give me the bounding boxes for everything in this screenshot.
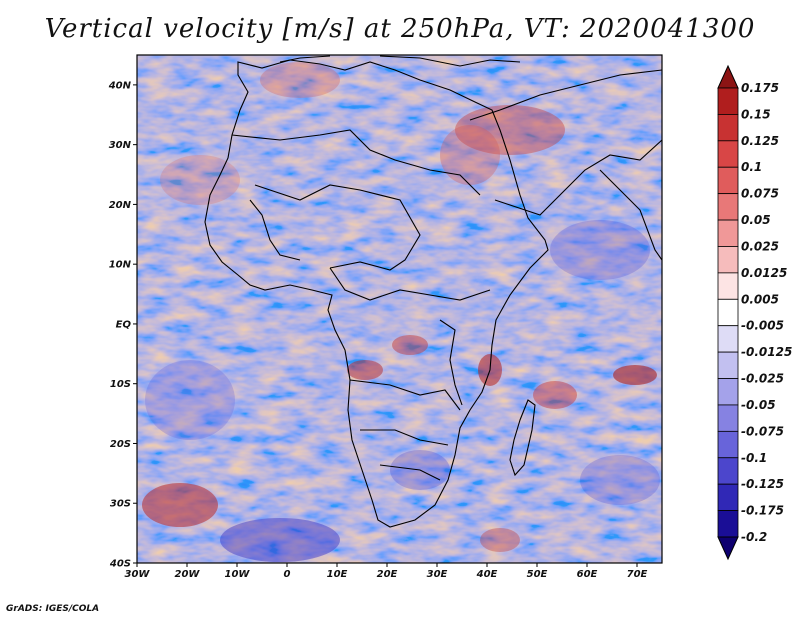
colorbar-label: -0.025 xyxy=(741,372,784,386)
colorbar: 0.175 0.15 0.125 0.1 0.075 0.05 0.025 0.0125 0.0… xyxy=(717,64,792,561)
plot-frame xyxy=(136,54,663,564)
colorbar-label: 0.15 xyxy=(741,107,771,121)
colorbar-label: 0.005 xyxy=(741,292,779,306)
colorbar-segment xyxy=(717,404,739,432)
colorbar-segment xyxy=(717,430,739,459)
colorbar-segment xyxy=(717,457,739,485)
colorbar-segment xyxy=(717,351,739,379)
grads-credit: GrADS: IGES/COLA xyxy=(6,604,100,614)
colorbar-label: 0.075 xyxy=(741,187,779,201)
lat-tick-label: 10N xyxy=(109,260,132,271)
colorbar-segment xyxy=(717,378,739,406)
colorbar-segment xyxy=(717,114,739,142)
colorbar-segment xyxy=(717,298,739,327)
colorbar-segment xyxy=(717,219,739,247)
lon-tick-label: 10E xyxy=(327,569,348,580)
lon-tick-label: 0 xyxy=(284,569,291,580)
lat-tick-label: 10S xyxy=(110,379,131,390)
colorbar-segment xyxy=(717,166,739,195)
lon-tick-label: 50E xyxy=(527,569,548,580)
colorbar-label: 0.1 xyxy=(741,160,762,174)
lat-tick-label: 20N xyxy=(109,200,132,211)
velocity-field xyxy=(137,55,662,563)
lon-tick-label: 30E xyxy=(427,569,448,580)
lon-tick-label: 60E xyxy=(577,569,598,580)
colorbar-label: -0.0125 xyxy=(741,345,792,359)
longitude-axis: 30W 20W 10W 0 10E 20E 30E 40E 50E 60E 70E xyxy=(125,563,648,580)
colorbar-label: -0.005 xyxy=(741,319,784,333)
lat-tick-label: 30S xyxy=(110,499,131,510)
colorbar-segment xyxy=(717,325,739,353)
colorbar-label: -0.05 xyxy=(741,398,776,412)
latitude-axis: 40N 30N 20N 10N EQ 10S 20S 30S 40S xyxy=(108,80,137,570)
colorbar-top-arrow xyxy=(717,64,739,89)
lon-tick-label: 40E xyxy=(476,569,498,580)
colorbar-label: -0.2 xyxy=(741,530,767,544)
madagascar-coast xyxy=(509,399,536,477)
colorbar-label: 0.0125 xyxy=(741,266,787,280)
colorbar-label: -0.125 xyxy=(741,477,784,491)
colorbar-label: 0.025 xyxy=(741,239,779,253)
colorbar-segment xyxy=(717,140,739,168)
lat-tick-label: 40S xyxy=(109,559,131,570)
colorbar-label: 0.125 xyxy=(741,134,779,148)
lon-tick-label: 30W xyxy=(125,569,151,580)
coastlines xyxy=(204,55,662,528)
lon-tick-label: 20W xyxy=(175,569,201,580)
lon-tick-label: 10W xyxy=(225,569,251,580)
colorbar-label: -0.1 xyxy=(741,451,767,465)
lon-tick-label: 20E xyxy=(377,569,398,580)
colorbar-bottom-arrow xyxy=(717,536,739,561)
colorbar-segment xyxy=(717,510,739,538)
colorbar-segment xyxy=(717,193,739,221)
colorbar-segment xyxy=(717,272,739,300)
colorbar-label: -0.175 xyxy=(741,504,784,518)
lat-tick-label: 30N xyxy=(109,140,132,151)
lon-tick-label: 70E xyxy=(627,569,648,580)
lat-tick-label: 40N xyxy=(108,80,132,91)
colorbar-label: -0.075 xyxy=(741,424,784,438)
colorbar-segment xyxy=(717,483,739,511)
lat-tick-label: 20S xyxy=(110,439,131,450)
lat-tick-label: EQ xyxy=(116,319,132,330)
colorbar-label: 0.05 xyxy=(741,213,771,227)
colorbar-segment xyxy=(717,246,739,274)
colorbar-label: 0.175 xyxy=(741,81,779,95)
colorbar-segment xyxy=(717,87,739,115)
map-title: Vertical velocity [m/s] at 250hPa, VT: 2… xyxy=(44,14,756,44)
